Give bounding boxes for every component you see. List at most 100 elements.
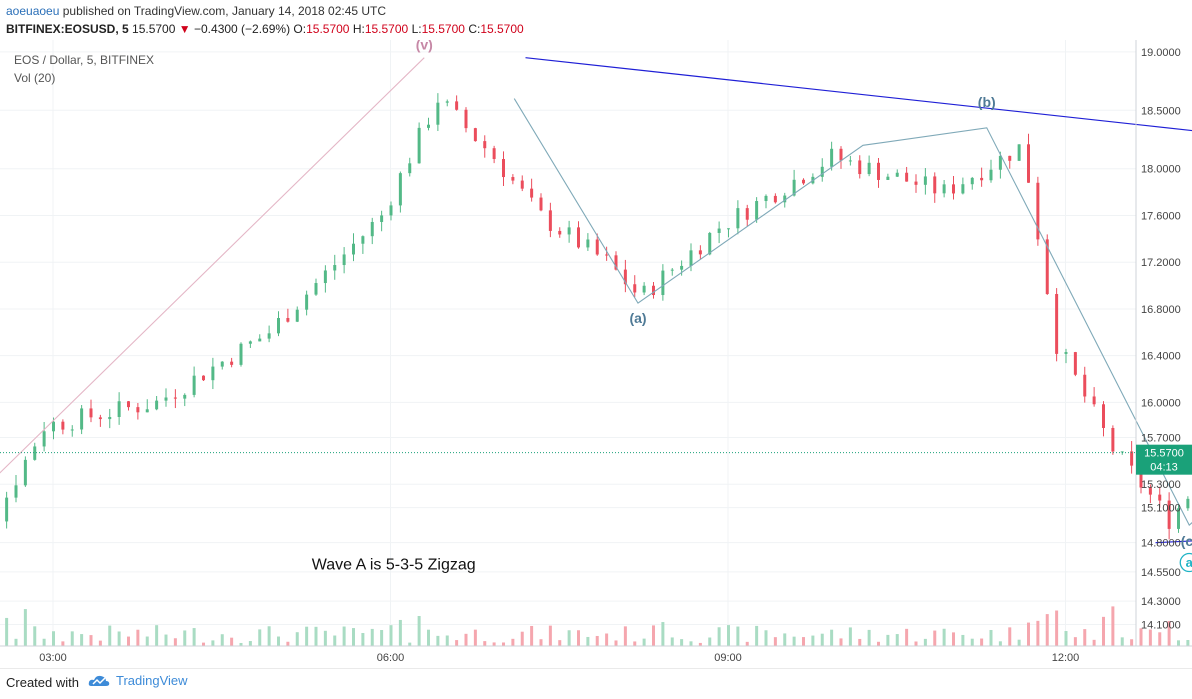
candle-body	[361, 236, 364, 244]
candle-body	[465, 110, 468, 128]
volume-bar	[915, 641, 918, 646]
price-tick-label: 17.6000	[1141, 210, 1181, 222]
candle-body	[577, 227, 580, 247]
volume-bar	[521, 632, 524, 646]
candle-body	[990, 170, 993, 181]
volume-bar	[990, 630, 993, 646]
candle-body	[943, 184, 946, 193]
candle-body	[127, 401, 130, 407]
price-chart[interactable]: (v)(b)(a)(a)(c)(ii)(i)(iv)(iii)(v)(b)(c)…	[0, 40, 1192, 668]
price-tick-label: 15.3000	[1141, 479, 1181, 491]
candle-body	[915, 182, 918, 185]
volume-bar	[174, 638, 177, 646]
volume-bar	[146, 637, 149, 646]
volume-bar	[249, 641, 252, 646]
volume-bar	[746, 642, 749, 646]
chart-area[interactable]: (v)(b)(a)(a)(c)(ii)(i)(iv)(iii)(v)(b)(c)…	[0, 40, 1192, 668]
author-link[interactable]: aoeuaoeu	[6, 4, 59, 18]
volume-bar	[830, 630, 833, 646]
candle-body	[333, 265, 336, 270]
candle-body	[455, 101, 458, 109]
candle-body	[146, 409, 149, 412]
candle-body	[924, 176, 927, 184]
volume-bar	[1008, 627, 1011, 646]
volume-bar	[446, 635, 449, 646]
volume-bar	[258, 629, 261, 646]
volume-bar	[1074, 637, 1077, 646]
candle-body	[521, 181, 524, 189]
candle-body	[1065, 352, 1068, 354]
candle-body	[821, 167, 824, 177]
candle-body	[511, 177, 514, 181]
volume-bar	[952, 632, 955, 646]
candle-body	[258, 339, 261, 342]
candle-body	[221, 362, 224, 367]
candle-body	[633, 284, 636, 292]
volume-bar	[1055, 611, 1058, 646]
candle-body	[1158, 495, 1161, 501]
candle-body	[43, 431, 46, 446]
created-with-text: Created with	[6, 675, 79, 690]
candle-body	[380, 215, 383, 222]
candle-body	[90, 408, 93, 417]
price-change: −0.4300 (−2.69%)	[194, 22, 290, 36]
volume-bar	[568, 630, 571, 646]
price-tick-label: 15.1000	[1141, 503, 1181, 515]
candle-body	[746, 208, 749, 220]
candle-body	[671, 270, 674, 271]
candle-body	[568, 227, 571, 234]
candle-body	[905, 173, 908, 182]
volume-bar	[1102, 617, 1105, 646]
volume-bar	[183, 630, 186, 646]
candle-body	[1027, 144, 1030, 182]
volume-bar	[15, 639, 18, 646]
candle-body	[136, 407, 139, 412]
volume-bar	[99, 641, 102, 646]
candle-body	[474, 128, 477, 141]
wave-circle-label: a	[1186, 555, 1192, 570]
candle-body	[699, 250, 702, 254]
volume-bar	[933, 631, 936, 646]
candle-body	[952, 184, 955, 193]
candle-body	[708, 233, 711, 254]
volume-bar	[118, 631, 121, 646]
candle-body	[802, 180, 805, 184]
volume-bar	[530, 626, 533, 646]
price-tick-label: 18.5000	[1141, 105, 1181, 117]
candle-body	[605, 255, 608, 256]
candle-body	[371, 222, 374, 236]
volume-bar	[90, 635, 93, 646]
volume-bar	[802, 637, 805, 646]
candle-body	[183, 395, 186, 399]
volume-bar	[690, 641, 693, 646]
volume-bar	[1065, 631, 1068, 646]
candle-body	[15, 485, 18, 497]
price-tick-label: 14.3000	[1141, 596, 1181, 608]
candle-body	[858, 160, 861, 174]
volume-bar	[661, 622, 664, 646]
candle-body	[896, 173, 899, 177]
volume-bar	[736, 627, 739, 646]
volume-bar	[333, 636, 336, 646]
volume-bar	[483, 641, 486, 646]
candle-body	[315, 283, 318, 295]
time-axis[interactable]: 03:0006:0009:0012:0015:0018:0021:001403:…	[39, 652, 1192, 664]
tradingview-brand[interactable]: TradingView	[88, 673, 188, 688]
candle-body	[1102, 404, 1105, 428]
volume-bar	[643, 639, 646, 646]
volume-bar	[193, 628, 196, 646]
price-axis[interactable]: 19.000018.500018.000017.600017.200016.80…	[1141, 47, 1181, 632]
candle-body	[549, 210, 552, 231]
volume-bar	[61, 641, 64, 646]
volume-bar	[1149, 629, 1152, 646]
candle-body	[1111, 428, 1114, 452]
close-label: C:	[468, 22, 480, 36]
volume-bar	[127, 637, 130, 646]
candle-body	[286, 318, 289, 322]
volume-bar	[455, 640, 458, 646]
candle-body	[352, 244, 355, 255]
volume-bar	[1046, 614, 1049, 646]
low-value: 15.5700	[422, 22, 465, 36]
candle-body	[980, 178, 983, 180]
volume-bar	[324, 631, 327, 646]
